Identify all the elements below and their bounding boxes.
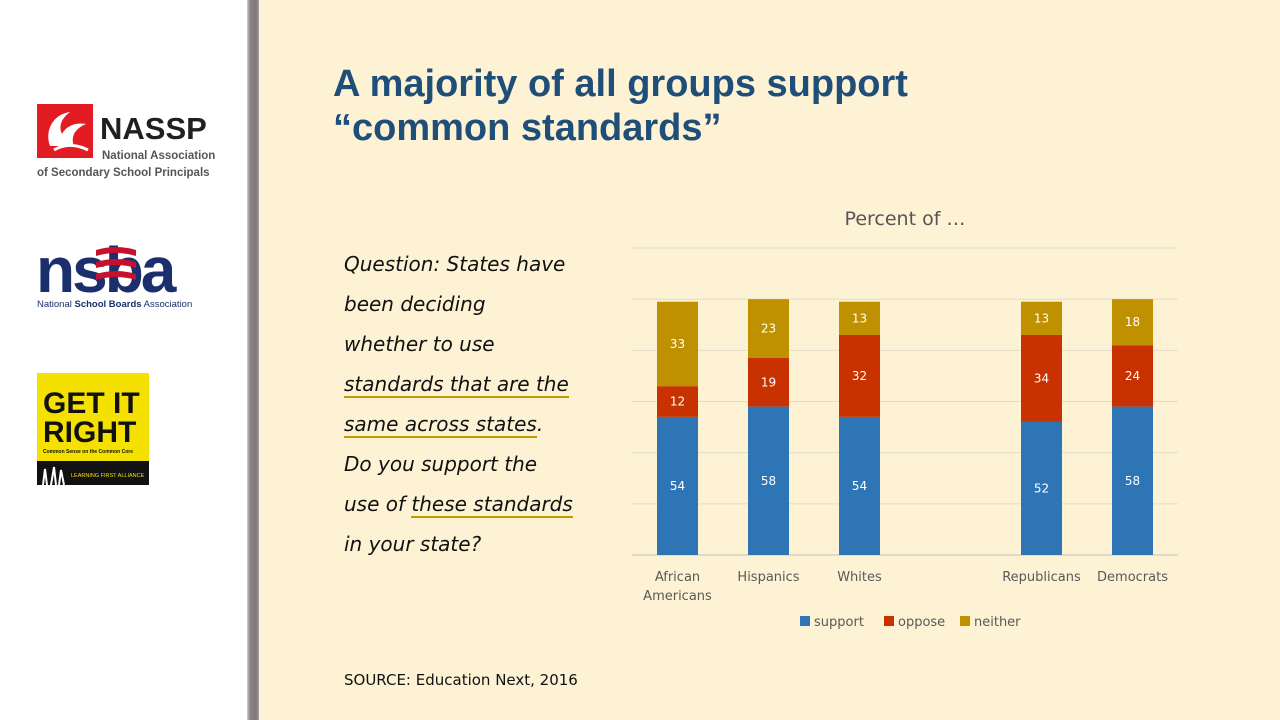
nassp-line2: of Secondary School Principals — [37, 167, 210, 179]
title-line-1: A majority of all groups support — [333, 63, 908, 105]
bar-segment-oppose — [1021, 334, 1062, 422]
nsba-wordmark: nsba — [36, 236, 177, 306]
bar-segment-neither — [839, 301, 880, 335]
data-label: 19 — [761, 375, 776, 389]
legend-swatch-neither — [960, 616, 970, 626]
get-it-right-logo: GET IT RIGHT Common Sense on the Common … — [37, 373, 149, 485]
data-label: 13 — [1034, 311, 1049, 325]
bar-segment-oppose — [839, 334, 880, 417]
data-label: 58 — [1125, 474, 1140, 488]
legend-swatch-oppose — [884, 616, 894, 626]
x-tick-label: Americans — [643, 589, 712, 604]
data-label: 24 — [1125, 369, 1140, 383]
underlined-phrase: same across states — [344, 412, 537, 438]
get-it-line1: GET IT — [43, 387, 140, 420]
data-label: 23 — [761, 322, 776, 336]
get-it-alliance: LEARNING FIRST ALLIANCE — [71, 473, 145, 479]
legend-label: neither — [974, 615, 1021, 630]
x-tick-label: Democrats — [1097, 570, 1168, 585]
bar-segment-support — [1021, 421, 1062, 555]
stacked-bar-chart: Percent of … 54 12 33 African Americans 58 19 23… — [632, 208, 1178, 630]
get-it-line2: RIGHT — [43, 416, 136, 449]
nassp-wordmark: NASSP — [100, 111, 207, 146]
x-tick-label: African — [655, 570, 700, 585]
data-label: 18 — [1125, 315, 1140, 329]
survey-question: Question: States have been deciding whet… — [344, 244, 614, 564]
question-line: Question: States have — [344, 252, 566, 276]
question-line: in your state? — [344, 532, 482, 556]
chart-title: Percent of … — [845, 208, 966, 230]
data-label: 32 — [852, 369, 867, 383]
nsba-logo: nsba National School Boards Association — [36, 236, 192, 310]
title-line-2: “common standards” — [333, 107, 722, 149]
bar-segment-neither — [657, 301, 698, 387]
x-tick-label: Whites — [837, 570, 882, 585]
data-label: 54 — [852, 479, 867, 493]
question-line: standards that are the — [344, 364, 614, 404]
sidebar-divider — [247, 0, 259, 720]
underlined-phrase: these standards — [411, 492, 573, 518]
data-label: 13 — [852, 311, 867, 325]
slide-title: A majority of all groups support “common… — [333, 62, 908, 150]
bar-segment-support — [748, 406, 789, 555]
bar-segment-neither — [748, 299, 789, 359]
bar-segment-support — [839, 416, 880, 555]
x-tick-label: Hispanics — [737, 570, 799, 585]
bar-segment-oppose — [1112, 345, 1153, 407]
sidebar: NASSP National Association of Secondary … — [0, 0, 247, 720]
source-note: SOURCE: Education Next, 2016 — [344, 671, 578, 689]
question-period: . — [536, 412, 544, 436]
get-it-tagline: Common Sense on the Common Core — [43, 449, 133, 455]
data-label: 34 — [1034, 371, 1049, 385]
bar-segment-neither — [1021, 301, 1062, 335]
nassp-logo: NASSP National Association of Secondary … — [37, 104, 215, 179]
question-line: been deciding — [344, 292, 486, 316]
data-label: 33 — [670, 337, 685, 351]
legend-label: support — [814, 615, 864, 630]
bar-segment-neither — [1112, 299, 1153, 346]
legend-swatch-support — [800, 616, 810, 626]
question-text: use of — [344, 492, 412, 516]
data-label: 52 — [1034, 481, 1049, 495]
nsba-subtitle: National School Boards Association — [37, 299, 192, 310]
legend-label: oppose — [898, 615, 945, 630]
data-label: 12 — [670, 395, 685, 409]
data-label: 58 — [761, 474, 776, 488]
data-label: 54 — [670, 479, 685, 493]
bar-segment-oppose — [748, 358, 789, 407]
bar-segment-support — [1112, 406, 1153, 555]
bar-segment-support — [657, 416, 698, 555]
bar-segment-oppose — [657, 386, 698, 417]
x-tick-label: Republicans — [1002, 570, 1081, 585]
question-line: Do you support the — [344, 452, 538, 476]
question-line: same across states. — [344, 404, 614, 444]
underlined-phrase: standards that are the — [344, 372, 569, 398]
question-line: whether to use — [344, 332, 495, 356]
question-line: use of these standards — [344, 484, 614, 524]
nassp-line1: National Association — [102, 150, 215, 162]
